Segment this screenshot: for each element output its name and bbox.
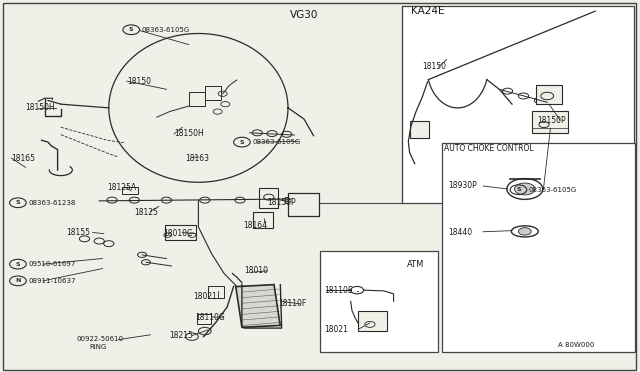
Text: 09510-61697: 09510-61697 <box>28 261 76 267</box>
Text: 18150P: 18150P <box>268 198 296 207</box>
Text: 00922-50610: 00922-50610 <box>77 336 124 341</box>
Text: 18125A: 18125A <box>108 183 137 192</box>
Circle shape <box>235 197 245 203</box>
Text: S: S <box>15 200 20 205</box>
Bar <box>288 193 319 216</box>
Text: N: N <box>15 278 20 283</box>
Text: 18163: 18163 <box>186 154 210 163</box>
Text: 08911-10637: 08911-10637 <box>28 278 76 284</box>
Text: A 80W000: A 80W000 <box>558 342 594 348</box>
Circle shape <box>129 197 140 203</box>
Circle shape <box>107 197 117 203</box>
Text: 18930P: 18930P <box>448 182 477 190</box>
Bar <box>253 212 273 228</box>
Bar <box>259 188 278 208</box>
Text: 18021: 18021 <box>324 325 348 334</box>
Bar <box>122 187 138 194</box>
Text: 18110G: 18110G <box>195 313 225 322</box>
Bar <box>320 251 438 352</box>
Text: 08363-6105G: 08363-6105G <box>141 27 189 33</box>
Text: S: S <box>15 262 20 267</box>
Text: AUTO CHOKE CONTROL: AUTO CHOKE CONTROL <box>444 144 534 153</box>
Bar <box>189 92 205 106</box>
Bar <box>442 143 635 352</box>
Text: 18150H: 18150H <box>174 129 204 138</box>
Text: KA24E: KA24E <box>411 6 444 16</box>
Circle shape <box>200 197 210 203</box>
Text: 18155: 18155 <box>66 228 90 237</box>
Text: RING: RING <box>90 344 107 350</box>
Text: ATM: ATM <box>407 260 425 269</box>
Text: 18110E: 18110E <box>324 286 353 295</box>
Circle shape <box>518 228 531 235</box>
Bar <box>208 286 224 298</box>
Bar <box>532 111 568 133</box>
Text: 08363-61238: 08363-61238 <box>28 200 76 206</box>
Text: 18164: 18164 <box>243 221 268 230</box>
Text: 08363-6105G: 08363-6105G <box>252 139 300 145</box>
Text: 18150H: 18150H <box>26 103 55 112</box>
Text: 18125: 18125 <box>134 208 158 217</box>
Text: 18165: 18165 <box>12 154 35 163</box>
Text: 18150P: 18150P <box>538 116 566 125</box>
Circle shape <box>161 197 172 203</box>
Text: 18150: 18150 <box>127 77 151 86</box>
Bar <box>536 85 562 104</box>
Text: 18021: 18021 <box>193 292 217 301</box>
Bar <box>197 314 211 324</box>
Text: 18110F: 18110F <box>278 299 307 308</box>
Bar <box>236 285 280 327</box>
Text: 18440: 18440 <box>448 228 472 237</box>
Text: 08363-6105G: 08363-6105G <box>529 187 577 193</box>
Bar <box>410 121 429 138</box>
Text: S: S <box>239 140 244 145</box>
Bar <box>358 311 387 331</box>
Text: 18215: 18215 <box>170 331 193 340</box>
Bar <box>165 225 196 240</box>
Bar <box>402 6 634 203</box>
Bar <box>205 86 221 100</box>
Text: 18010C: 18010C <box>163 229 193 238</box>
Text: S: S <box>129 27 134 32</box>
Text: S: S <box>516 187 521 192</box>
Text: 18150: 18150 <box>422 62 447 71</box>
Text: 18010: 18010 <box>244 266 269 275</box>
Text: VG30: VG30 <box>291 10 319 20</box>
Circle shape <box>515 183 535 195</box>
